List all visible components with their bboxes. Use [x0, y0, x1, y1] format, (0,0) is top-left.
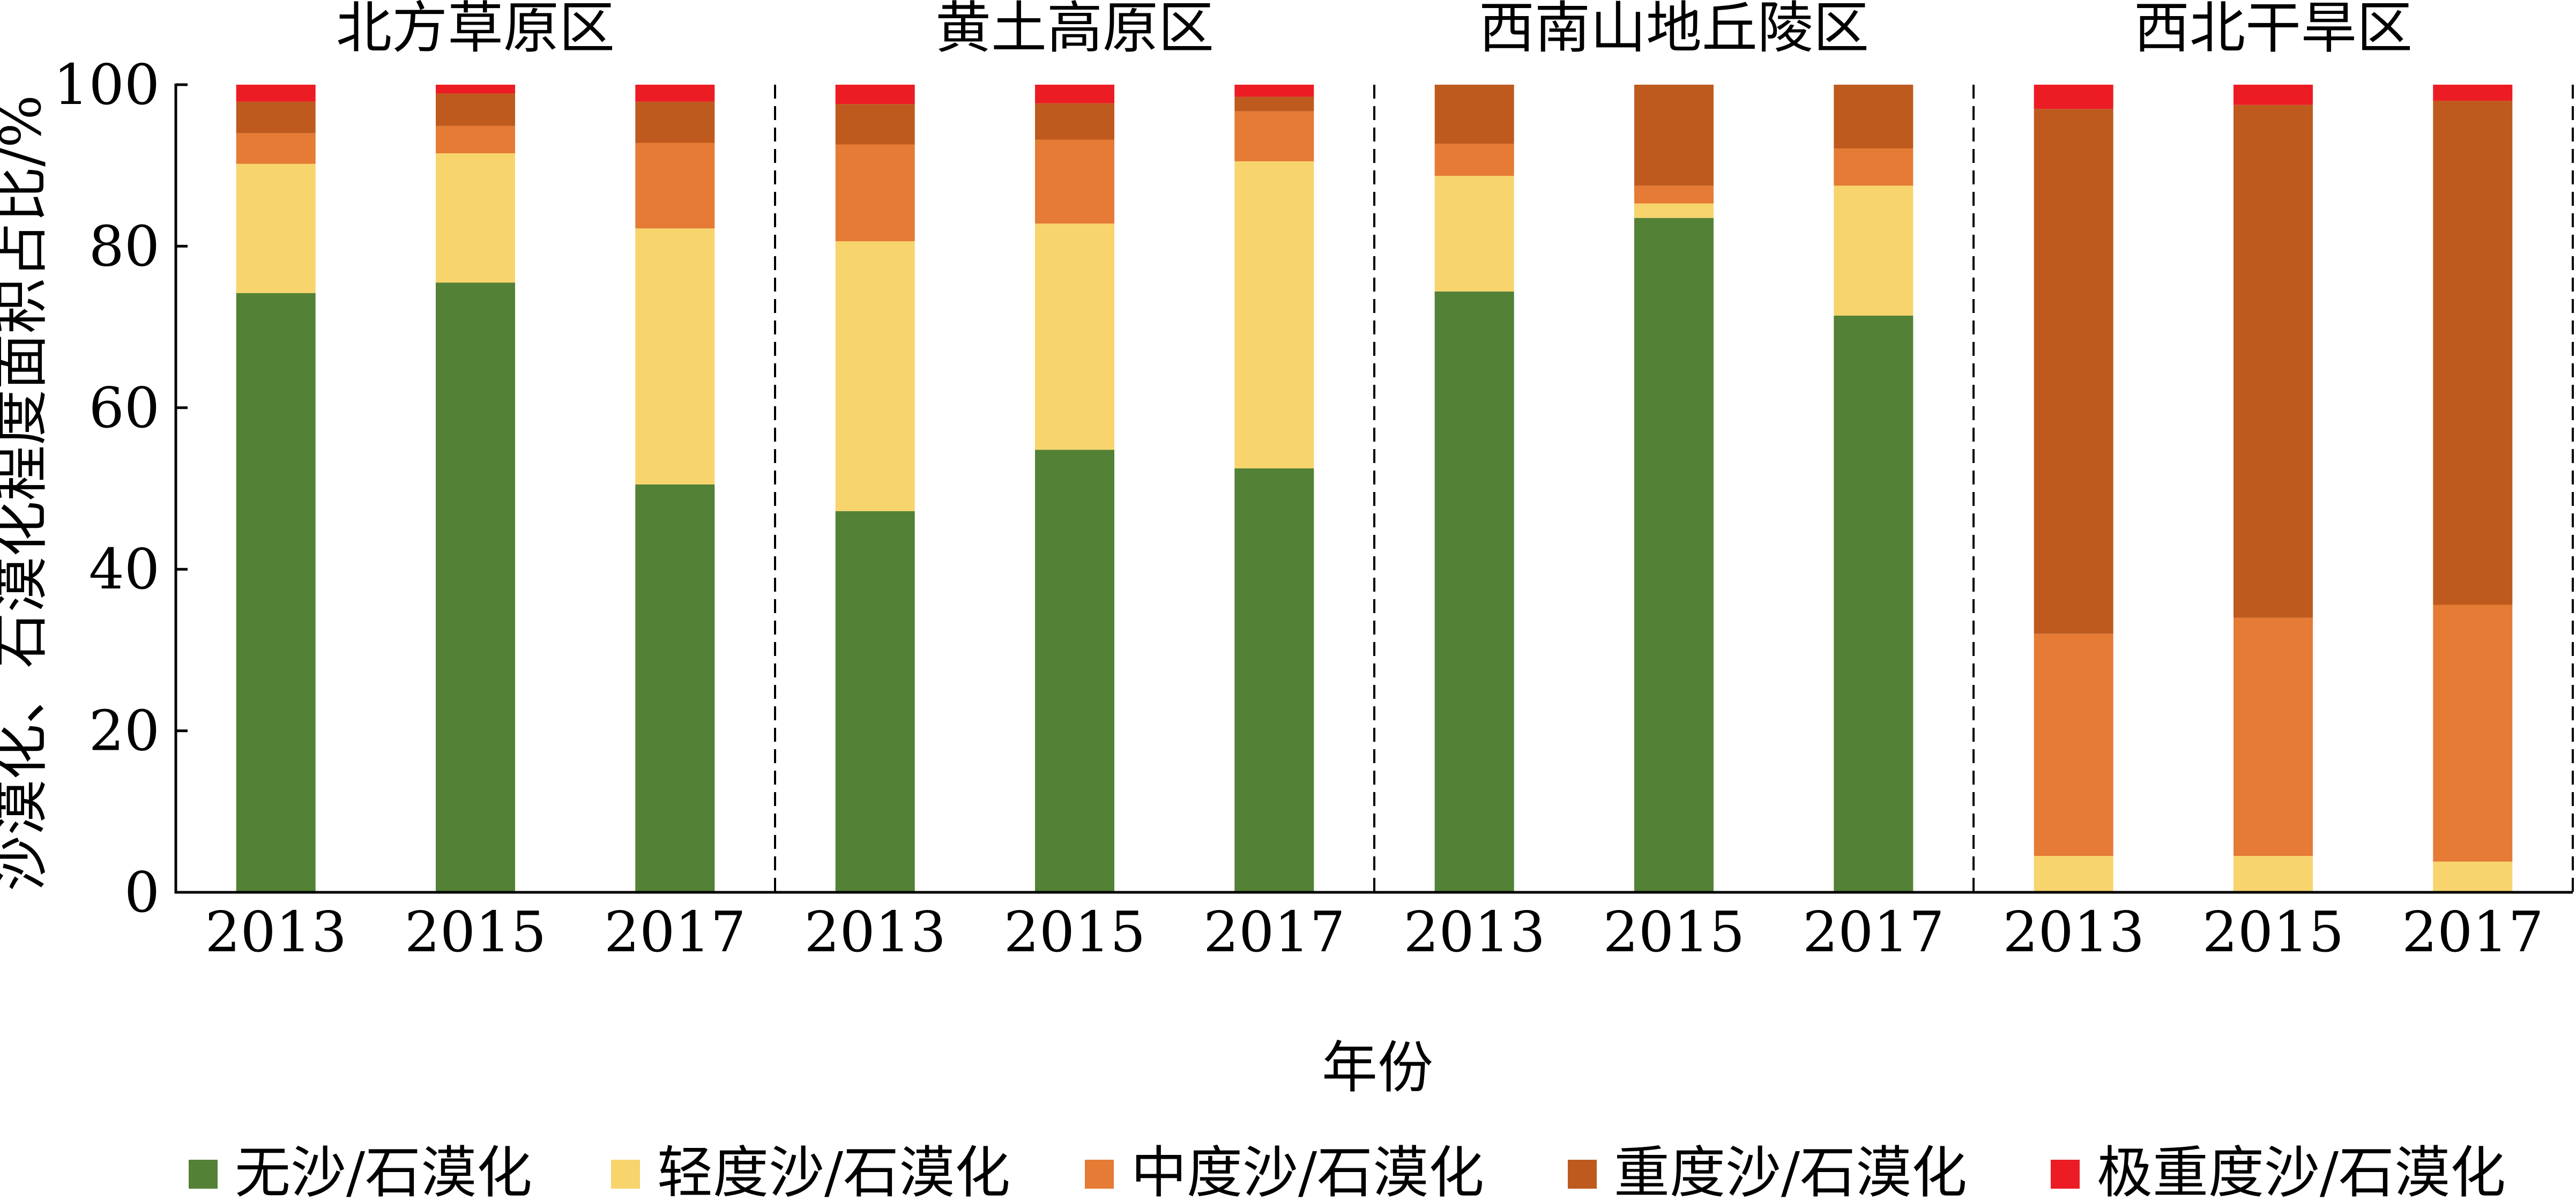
bar-segment [436, 125, 515, 154]
x-tick-label: 2013 [2002, 899, 2145, 965]
bar-segment [436, 93, 515, 126]
legend-label: 重度沙/石漠化 [1614, 1140, 1967, 1201]
bar-segment [635, 101, 715, 143]
legend-item: 重度沙/石漠化 [1568, 1140, 1967, 1201]
legend-swatch [2051, 1160, 2080, 1189]
bar-segment [1834, 316, 1914, 892]
bar-segment [1035, 103, 1114, 140]
bar-segment [2233, 85, 2313, 105]
bar-segment [436, 282, 515, 893]
bar-segment [635, 143, 715, 229]
panel-title: 西北干旱区 [2134, 0, 2413, 61]
bar-segment [1035, 450, 1114, 892]
bar-segment [1234, 161, 1314, 468]
x-tick-label: 2015 [1603, 899, 1745, 965]
legend-item: 无沙/石漠化 [189, 1140, 532, 1201]
bar-segment [835, 144, 915, 242]
bar-segment [835, 85, 915, 105]
bar-segment [436, 85, 515, 94]
x-tick-label: 2017 [604, 899, 746, 965]
bar-segment [1434, 144, 1514, 176]
bar-segment [2034, 856, 2113, 892]
panel-title: 西南山地丘陵区 [1479, 0, 1869, 61]
bar-segment [236, 85, 316, 102]
bar-segment [1634, 218, 1714, 893]
bar-segment [2433, 861, 2513, 892]
bar-segment [835, 104, 915, 145]
x-tick-label: 2013 [1403, 899, 1545, 965]
bar-segment [236, 163, 316, 293]
legend-label: 中度沙/石漠化 [1131, 1140, 1484, 1201]
y-tick-label: 100 [53, 52, 160, 117]
legend-swatch [1568, 1160, 1597, 1189]
bar-segment [1234, 96, 1314, 111]
legend-item: 轻度沙/石漠化 [611, 1140, 1010, 1201]
bar-segment [835, 511, 915, 892]
bar-segment [2034, 109, 2113, 634]
bar-segment [436, 153, 515, 283]
bar-segment [1634, 203, 1714, 218]
x-tick-label: 2017 [2402, 899, 2544, 965]
bar-segment [2233, 856, 2313, 892]
x-tick-label: 2013 [804, 899, 946, 965]
bar-segment [2233, 617, 2313, 856]
bar-segment [2034, 85, 2113, 109]
legend-item: 极重度沙/石漠化 [2051, 1140, 2506, 1201]
bar-segment [1234, 468, 1314, 892]
bar-segment [1634, 185, 1714, 204]
y-tick-label: 80 [89, 213, 160, 279]
legend: 无沙/石漠化 轻度沙/石漠化 中度沙/石漠化 重度沙/石漠化 极重度沙/石漠化 [189, 1140, 2506, 1201]
x-tick-label: 2015 [1004, 899, 1146, 965]
bar-segment [236, 101, 316, 133]
bar-segment [635, 484, 715, 892]
bar-segment [236, 293, 316, 892]
bar-segment [2233, 105, 2313, 618]
legend-swatch [611, 1160, 640, 1189]
bar-segment [1434, 85, 1514, 144]
bar-segment [1634, 85, 1714, 186]
bar-segment [1234, 111, 1314, 162]
bar-segment [2433, 85, 2513, 101]
bars-layer [236, 85, 2513, 893]
legend-item: 中度沙/石漠化 [1085, 1140, 1484, 1201]
bar-segment [1035, 139, 1114, 224]
y-tick-label: 40 [89, 536, 160, 602]
bar-segment [2433, 605, 2513, 862]
legend-swatch [189, 1160, 218, 1189]
panel-title: 黄土高原区 [935, 0, 1214, 61]
legend-swatch [1085, 1160, 1114, 1189]
bar-segment [1834, 85, 1914, 149]
bar-segment [1035, 85, 1114, 103]
y-tick-label: 60 [89, 375, 160, 441]
bar-segment [835, 241, 915, 511]
x-tick-label: 2015 [2202, 899, 2344, 965]
panel-title: 北方草原区 [336, 0, 615, 61]
x-tick-label: 2017 [1203, 899, 1345, 965]
bar-segment [635, 228, 715, 484]
x-tick-label: 2013 [205, 899, 347, 965]
bar-segment [635, 85, 715, 102]
bar-segment [1234, 85, 1314, 97]
legend-label: 无沙/石漠化 [235, 1140, 532, 1201]
legend-label: 极重度沙/石漠化 [2097, 1140, 2506, 1201]
bar-segment [2433, 101, 2513, 605]
x-axis-label: 年份 [1322, 1035, 1433, 1100]
bar-segment [1834, 185, 1914, 316]
y-tick-label: 0 [124, 860, 160, 925]
x-tick-label: 2015 [405, 899, 547, 965]
bar-segment [1035, 223, 1114, 450]
bar-segment [1834, 148, 1914, 186]
bar-segment [236, 133, 316, 164]
y-axis-label: 沙漠化、石漠化程度面积占比/% [0, 95, 54, 891]
panel-titles: 北方草原区 黄土高原区 西南山地丘陵区 西北干旱区 [336, 0, 2413, 61]
bar-segment [1434, 291, 1514, 892]
axes-frame [174, 84, 2574, 894]
y-tick-label: 20 [89, 698, 160, 764]
bar-segment [1434, 176, 1514, 292]
axis-ticks: 2013 2015 2017 2013 2015 2017 2013 2015 2017 2013… [53, 52, 2543, 965]
legend-label: 轻度沙/石漠化 [657, 1140, 1010, 1201]
bar-segment [2034, 633, 2113, 856]
x-tick-label: 2017 [1803, 899, 1945, 965]
